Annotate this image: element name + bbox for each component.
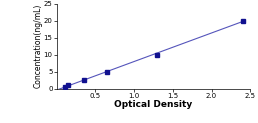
Y-axis label: Concentration(ng/mL): Concentration(ng/mL) [33,4,42,88]
X-axis label: Optical Density: Optical Density [114,100,193,109]
